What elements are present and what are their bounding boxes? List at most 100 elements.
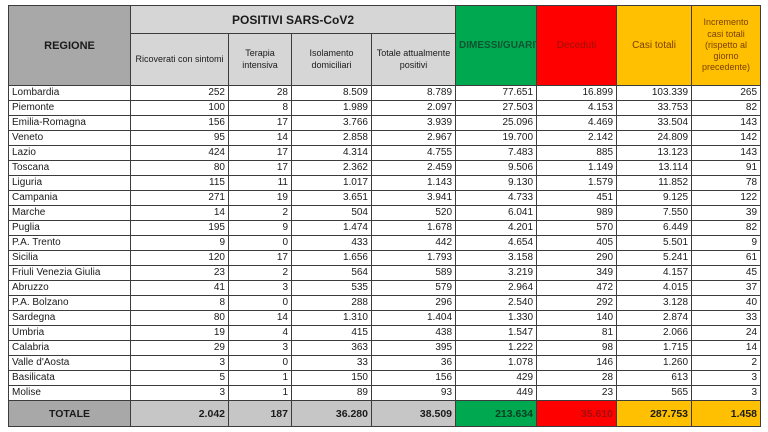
table-row: P.A. Trento 9 0 433 442 4.654 405 5.501 9 [8, 235, 762, 251]
value-cell: 3.651 [291, 190, 372, 206]
value-cell: 2.874 [616, 310, 693, 326]
value-cell: 33 [291, 355, 372, 371]
value-cell: 14 [130, 205, 229, 221]
table-row: Lazio 424 17 4.314 4.755 7.483 885 13.123 143 [8, 145, 762, 161]
value-cell: 17 [228, 145, 292, 161]
table-row: Lombardia 252 28 8.509 8.789 77.651 16.899 103.… [8, 85, 762, 101]
table-body: Lombardia 252 28 8.509 8.789 77.651 16.899 103.… [8, 85, 762, 401]
value-cell: 252 [130, 85, 229, 101]
value-cell: 395 [370, 340, 457, 356]
value-cell: 4.201 [455, 220, 538, 236]
value-cell: 4 [228, 325, 292, 341]
value-cell: 45 [691, 265, 762, 281]
value-cell: 9 [691, 235, 762, 251]
value-cell: 2.142 [536, 130, 618, 146]
table-row: Puglia 195 9 1.474 1.678 4.201 570 6.449 82 [8, 220, 762, 236]
value-cell: 3.128 [616, 295, 693, 311]
totale-terapia-intensiva: 187 [228, 400, 292, 427]
value-cell: 8.509 [291, 85, 372, 101]
value-cell: 1.143 [370, 175, 457, 191]
value-cell: 1.017 [291, 175, 372, 191]
value-cell: 1.222 [455, 340, 538, 356]
value-cell: 80 [130, 310, 229, 326]
value-cell: 6.041 [455, 205, 538, 221]
table-row: Molise 3 1 89 93 449 23 565 3 [8, 385, 762, 401]
region-name-cell: Piemonte [8, 100, 131, 116]
region-name-cell: Liguria [8, 175, 131, 191]
value-cell: 16.899 [536, 85, 618, 101]
value-cell: 271 [130, 190, 229, 206]
value-cell: 570 [536, 220, 618, 236]
totale-incremento: 1.458 [691, 400, 762, 427]
value-cell: 8 [130, 295, 229, 311]
value-cell: 472 [536, 280, 618, 296]
value-cell: 1.078 [455, 355, 538, 371]
value-cell: 2 [691, 355, 762, 371]
table-row: Basilicata 5 1 150 156 429 28 613 3 [8, 370, 762, 386]
value-cell: 25.096 [455, 115, 538, 131]
value-cell: 589 [370, 265, 457, 281]
value-cell: 579 [370, 280, 457, 296]
value-cell: 1 [228, 385, 292, 401]
value-cell: 2.964 [455, 280, 538, 296]
value-cell: 5 [130, 370, 229, 386]
value-cell: 1.149 [536, 160, 618, 176]
value-cell: 424 [130, 145, 229, 161]
header-deceduti: Deceduti [536, 5, 618, 86]
header-incremento-casi: Incremento casi totali (rispetto al gior… [691, 5, 762, 86]
value-cell: 442 [370, 235, 457, 251]
value-cell: 1.793 [370, 250, 457, 266]
value-cell: 89 [291, 385, 372, 401]
value-cell: 288 [291, 295, 372, 311]
value-cell: 40 [691, 295, 762, 311]
header-terapia-intensiva: Terapia intensiva [228, 33, 292, 86]
value-cell: 156 [130, 115, 229, 131]
table-row: Toscana 80 17 2.362 2.459 9.506 1.149 13.114 91 [8, 160, 762, 176]
value-cell: 28 [536, 370, 618, 386]
region-name-cell: Molise [8, 385, 131, 401]
value-cell: 33.504 [616, 115, 693, 131]
value-cell: 4.469 [536, 115, 618, 131]
value-cell: 989 [536, 205, 618, 221]
value-cell: 405 [536, 235, 618, 251]
table-row: Umbria 19 4 415 438 1.547 81 2.066 24 [8, 325, 762, 341]
region-name-cell: Sicilia [8, 250, 131, 266]
header-totale-attualmente-positivi: Totale attualmente positivi [370, 33, 457, 86]
table-row: Abruzzo 41 3 535 579 2.964 472 4.015 37 [8, 280, 762, 296]
value-cell: 143 [691, 115, 762, 131]
value-cell: 449 [455, 385, 538, 401]
table-row: Liguria 115 11 1.017 1.143 9.130 1.579 11.852 78 [8, 175, 762, 191]
value-cell: 14 [228, 310, 292, 326]
value-cell: 82 [691, 100, 762, 116]
value-cell: 61 [691, 250, 762, 266]
region-name-cell: Campania [8, 190, 131, 206]
region-name-cell: P.A. Trento [8, 235, 131, 251]
value-cell: 3.939 [370, 115, 457, 131]
value-cell: 19.700 [455, 130, 538, 146]
value-cell: 9.130 [455, 175, 538, 191]
value-cell: 14 [228, 130, 292, 146]
header-isolamento-domiciliari: Isolamento domiciliari [291, 33, 372, 86]
value-cell: 27.503 [455, 100, 538, 116]
value-cell: 0 [228, 235, 292, 251]
table-row: Valle d'Aosta 3 0 33 36 1.078 146 1.260 2 [8, 355, 762, 371]
table-row: Campania 271 19 3.651 3.941 4.733 451 9.125 122 [8, 190, 762, 206]
value-cell: 8 [228, 100, 292, 116]
totale-label: TOTALE [8, 400, 131, 427]
value-cell: 19 [228, 190, 292, 206]
value-cell: 140 [536, 310, 618, 326]
value-cell: 3 [130, 385, 229, 401]
value-cell: 98 [536, 340, 618, 356]
value-cell: 4.755 [370, 145, 457, 161]
value-cell: 1.310 [291, 310, 372, 326]
value-cell: 78 [691, 175, 762, 191]
value-cell: 82 [691, 220, 762, 236]
value-cell: 451 [536, 190, 618, 206]
value-cell: 11 [228, 175, 292, 191]
value-cell: 3 [691, 370, 762, 386]
value-cell: 81 [536, 325, 618, 341]
value-cell: 24.809 [616, 130, 693, 146]
value-cell: 142 [691, 130, 762, 146]
value-cell: 1.404 [370, 310, 457, 326]
